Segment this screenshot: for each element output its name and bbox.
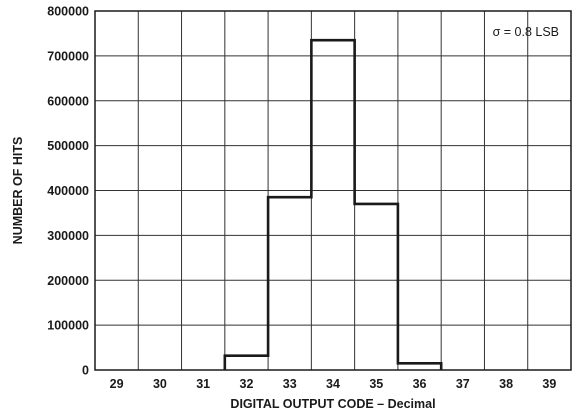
x-tick-label: 37 — [456, 377, 470, 391]
grid-lines — [95, 11, 571, 370]
x-axis-label: DIGITAL OUTPUT CODE – Decimal — [230, 397, 435, 411]
y-tick-label: 800000 — [47, 5, 89, 19]
histogram-step-line — [223, 38, 443, 370]
x-tick-label: 38 — [499, 377, 513, 391]
x-tick-label: 30 — [153, 377, 167, 391]
y-tick-label: 100000 — [47, 319, 89, 333]
histogram-bar — [225, 356, 268, 370]
histogram-bar — [355, 204, 398, 370]
y-tick-label: 700000 — [47, 49, 89, 63]
x-tick-label: 36 — [413, 377, 427, 391]
y-tick-labels: 0 100000 200000 300000 400000 500000 600000 700… — [47, 5, 89, 378]
y-tick-label: 500000 — [47, 139, 89, 153]
plot-frame — [94, 10, 572, 371]
y-tick-label: 600000 — [47, 94, 89, 108]
x-tick-label: 34 — [326, 377, 340, 391]
x-tick-label: 32 — [240, 377, 254, 391]
x-tick-label: 29 — [110, 377, 124, 391]
x-tick-labels: 29 30 31 32 33 34 35 36 37 38 39 — [110, 377, 557, 391]
y-tick-label: 0 — [82, 364, 89, 378]
x-tick-label: 33 — [283, 377, 297, 391]
x-tick-label: 39 — [542, 377, 556, 391]
y-tick-label: 400000 — [47, 184, 89, 198]
y-axis-label: NUMBER OF HITS — [11, 137, 25, 245]
sigma-annotation: σ = 0.8 LSB — [493, 25, 559, 39]
histogram-bars — [225, 40, 441, 370]
histogram-bar — [311, 40, 354, 370]
y-tick-label: 300000 — [47, 229, 89, 243]
x-tick-label: 31 — [196, 377, 210, 391]
histogram-outline — [223, 38, 443, 370]
y-tick-label: 200000 — [47, 274, 89, 288]
x-tick-label: 35 — [369, 377, 383, 391]
histogram-bar — [268, 197, 311, 370]
